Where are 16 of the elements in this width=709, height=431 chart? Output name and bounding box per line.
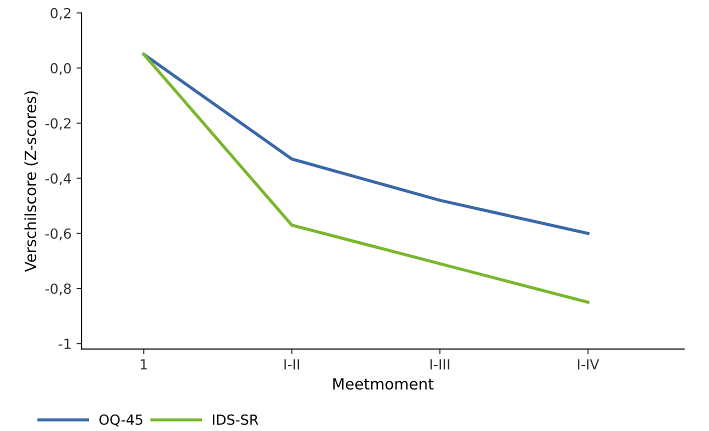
y-tick-label: 0,0 <box>50 63 71 75</box>
y-tick-label: -0,8 <box>45 283 71 296</box>
x-tick-label: 1 <box>140 359 147 370</box>
legend-label: IDS-SR <box>212 414 258 425</box>
x-tick-label: I-II <box>284 359 300 370</box>
y-axis-title: Verschilscore (Z-scores) <box>24 91 38 272</box>
y-tick-label: -0,4 <box>45 173 72 186</box>
line-series <box>142 52 590 304</box>
y-tick-label: 0,2 <box>50 8 70 20</box>
x-tick-label: I-IV <box>578 359 600 370</box>
y-tick-label: -0,6 <box>45 228 71 240</box>
legend-label: OQ-45 <box>99 414 142 426</box>
x-tick-label: I-III <box>430 359 450 370</box>
y-tick-label: -1 <box>58 338 71 349</box>
y-tick-label: -0,2 <box>45 118 70 130</box>
x-axis-title: Meetmoment <box>333 378 434 390</box>
